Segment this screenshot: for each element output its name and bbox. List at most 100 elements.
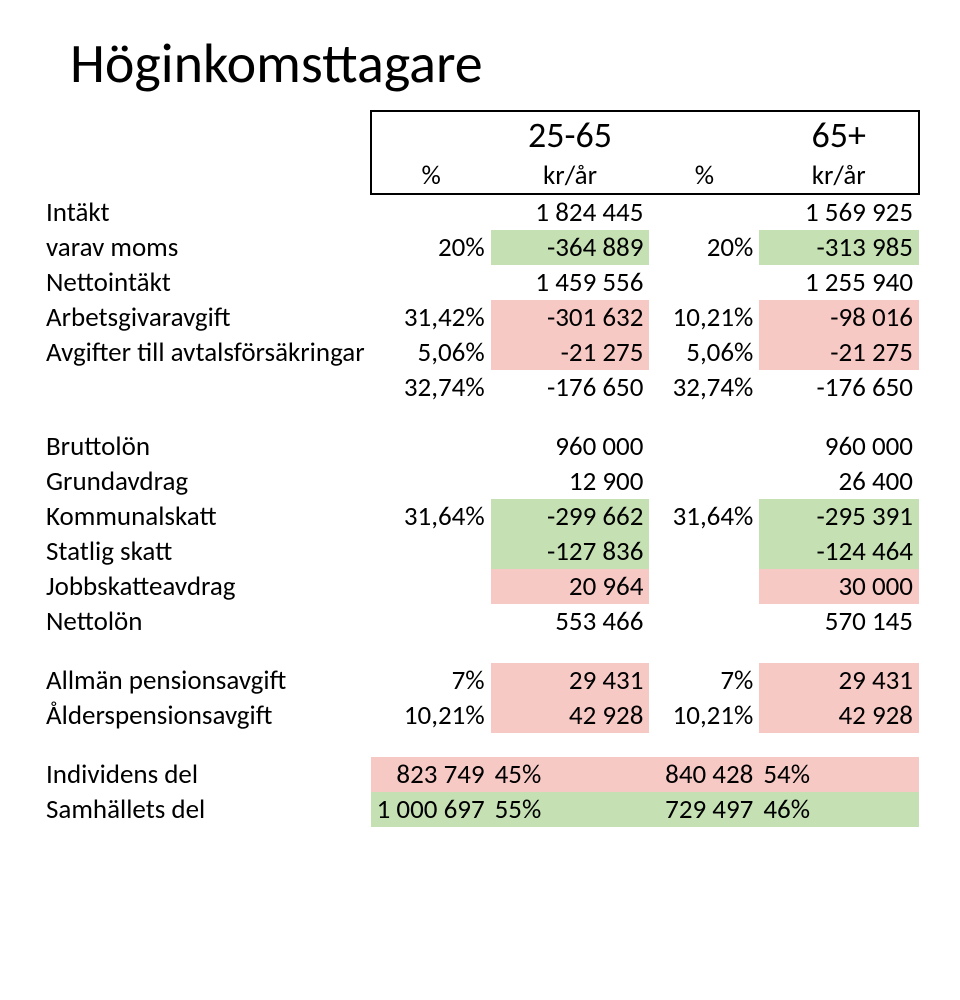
header-pct1: %: [371, 158, 491, 194]
cell-label: Jobbskatteavdrag: [40, 569, 371, 604]
cell-val1: 1 000 697: [371, 792, 491, 827]
row-nettolon: Nettolön 553 466 570 145: [40, 604, 919, 639]
cell-label: Nettolön: [40, 604, 371, 639]
cell-pct2: [649, 265, 759, 300]
cell-pc1: 45%: [491, 757, 650, 792]
cell-pct2: [649, 464, 759, 499]
cell-val1: 823 749: [371, 757, 491, 792]
row-kommunalskatt: Kommunalskatt 31,64% -299 662 31,64% -29…: [40, 499, 919, 534]
cell-val2: -313 985: [759, 230, 919, 265]
cell-label: Kommunalskatt: [40, 499, 371, 534]
header-pct2: %: [649, 158, 759, 194]
header-sub-row: % kr/år % kr/år: [40, 158, 919, 194]
cell-val1: 960 000: [491, 429, 650, 464]
cell-pct2: 10,21%: [649, 300, 759, 335]
cell-pct1: [371, 464, 491, 499]
row-alderspension: Ålderspensionsavgift 10,21% 42 928 10,21…: [40, 698, 919, 733]
cell-pct1: 31,42%: [371, 300, 491, 335]
header-krar1: kr/år: [491, 158, 650, 194]
cell-val2: -295 391: [759, 499, 919, 534]
cell-pct1: 31,64%: [371, 499, 491, 534]
spacer-row: [40, 733, 919, 757]
cell-label: Nettointäkt: [40, 265, 371, 300]
cell-pct1: 20%: [371, 230, 491, 265]
cell-pct2: 20%: [649, 230, 759, 265]
cell-val2: 1 255 940: [759, 265, 919, 300]
cell-pct2: [649, 534, 759, 569]
row-intakt: Intäkt 1 824 445 1 569 925: [40, 194, 919, 230]
cell-val1: 20 964: [491, 569, 650, 604]
cell-val2: 42 928: [759, 698, 919, 733]
row-statligskatt: Statlig skatt -127 836 -124 464: [40, 534, 919, 569]
cell-pct2: [649, 194, 759, 230]
cell-label: Statlig skatt: [40, 534, 371, 569]
cell-pct1: [371, 429, 491, 464]
cell-label: Avgifter till avtalsförsäkringar: [40, 335, 371, 370]
cell-val1: 1 824 445: [491, 194, 650, 230]
cell-pct2: 5,06%: [649, 335, 759, 370]
cell-val1: 29 431: [491, 663, 650, 698]
row-jobbskatt: Jobbskatteavdrag 20 964 30 000: [40, 569, 919, 604]
cell-pct1: [371, 604, 491, 639]
cell-val1: -127 836: [491, 534, 650, 569]
cell-pct2: [649, 569, 759, 604]
cell-val1: -176 650: [491, 370, 650, 405]
cell-pc1: 55%: [491, 792, 650, 827]
cell-pct2: 7%: [649, 663, 759, 698]
cell-label: Ålderspensionsavgift: [40, 698, 371, 733]
header-krar2: kr/år: [759, 158, 919, 194]
cell-pct1: 32,74%: [371, 370, 491, 405]
cell-pct1: 5,06%: [371, 335, 491, 370]
row-moms: varav moms 20% -364 889 20% -313 985: [40, 230, 919, 265]
cell-val2: 29 431: [759, 663, 919, 698]
cell-val1: 42 928: [491, 698, 650, 733]
cell-val2: 30 000: [759, 569, 919, 604]
cell-val2: 960 000: [759, 429, 919, 464]
spacer-row: [40, 639, 919, 663]
cell-val2: 570 145: [759, 604, 919, 639]
cell-val2: -21 275: [759, 335, 919, 370]
cell-val2: 840 428: [649, 757, 759, 792]
cell-label: Samhällets del: [40, 792, 371, 827]
cell-pct2: 31,64%: [649, 499, 759, 534]
cell-val2: 26 400: [759, 464, 919, 499]
cell-pct1: 10,21%: [371, 698, 491, 733]
cell-val1: 553 466: [491, 604, 650, 639]
header-age2: 65+: [759, 111, 919, 158]
cell-val2: -176 650: [759, 370, 919, 405]
cell-val1: -21 275: [491, 335, 650, 370]
cell-label: Individens del: [40, 757, 371, 792]
cell-pc2: 46%: [759, 792, 919, 827]
row-bruttolon: Bruttolön 960 000 960 000: [40, 429, 919, 464]
cell-val1: 12 900: [491, 464, 650, 499]
cell-val2: -98 016: [759, 300, 919, 335]
cell-label: Grundavdrag: [40, 464, 371, 499]
row-pctrow: 32,74% -176 650 32,74% -176 650: [40, 370, 919, 405]
row-grundavdrag: Grundavdrag 12 900 26 400: [40, 464, 919, 499]
header-age1: 25-65: [491, 111, 650, 158]
cell-label: Allmän pensionsavgift: [40, 663, 371, 698]
cell-pct1: [371, 569, 491, 604]
cell-val1: -301 632: [491, 300, 650, 335]
cell-pct2: [649, 604, 759, 639]
cell-val2: -124 464: [759, 534, 919, 569]
cell-label: Arbetsgivaravgift: [40, 300, 371, 335]
cell-pct1: 7%: [371, 663, 491, 698]
page-title: Höginkomsttagare: [70, 30, 920, 98]
income-table: 25-65 65+ % kr/år % kr/år Intäkt 1 824 4…: [40, 110, 920, 827]
cell-pct1: [371, 265, 491, 300]
row-avgift: Avgifter till avtalsförsäkringar 5,06% -…: [40, 335, 919, 370]
cell-pc2: 54%: [759, 757, 919, 792]
row-nettointakt: Nettointäkt 1 459 556 1 255 940: [40, 265, 919, 300]
cell-pct2: 10,21%: [649, 698, 759, 733]
row-samhall: Samhällets del 1 000 697 55% 729 497 46%: [40, 792, 919, 827]
row-individ: Individens del 823 749 45% 840 428 54%: [40, 757, 919, 792]
row-allmanpension: Allmän pensionsavgift 7% 29 431 7% 29 43…: [40, 663, 919, 698]
cell-pct2: [649, 429, 759, 464]
header-age-row: 25-65 65+: [40, 111, 919, 158]
cell-label: Bruttolön: [40, 429, 371, 464]
cell-val2: 729 497: [649, 792, 759, 827]
cell-label: [40, 370, 371, 405]
cell-pct2: 32,74%: [649, 370, 759, 405]
cell-val2: 1 569 925: [759, 194, 919, 230]
